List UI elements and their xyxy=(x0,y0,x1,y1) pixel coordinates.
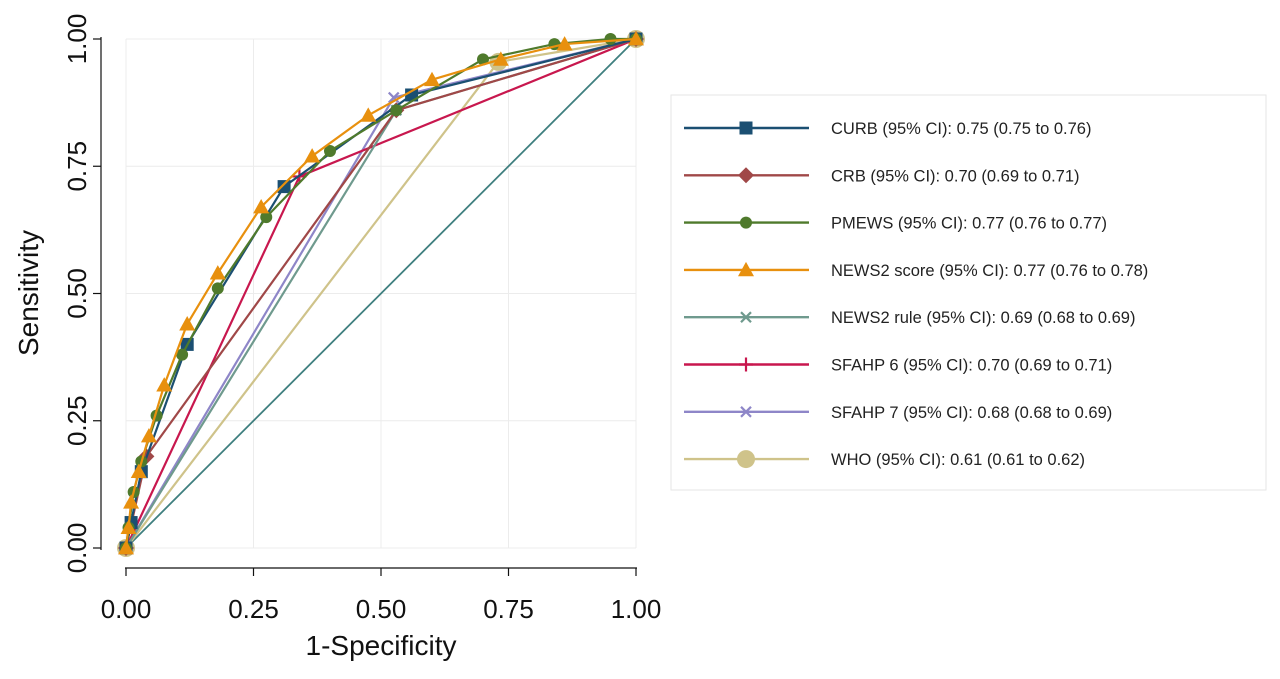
legend-label: SFAHP 7 (95% CI): 0.68 (0.68 to 0.69) xyxy=(831,404,1112,422)
data-point xyxy=(739,357,753,372)
x-axis-title: 1-Specificity xyxy=(306,630,457,661)
data-point xyxy=(277,180,291,194)
data-point xyxy=(477,53,489,66)
axes xyxy=(93,37,637,576)
legend-label: NEWS2 score (95% CI): 0.77 (0.76 to 0.78… xyxy=(831,262,1148,280)
data-point xyxy=(260,211,273,224)
data-point xyxy=(304,148,321,163)
legend-item: NEWS2 score (95% CI): 0.77 (0.76 to 0.78… xyxy=(684,261,1148,280)
data-point xyxy=(738,261,754,277)
data-point xyxy=(387,91,400,104)
data-point xyxy=(604,33,617,45)
legend-item: SFAHP 6 (95% CI): 0.70 (0.69 to 0.71) xyxy=(684,357,1112,375)
data-point xyxy=(118,540,134,555)
legend: CURB (95% CI): 0.75 (0.75 to 0.76) CRB (9… xyxy=(670,94,1267,491)
data-point xyxy=(253,198,270,214)
data-point xyxy=(130,463,147,479)
legend-box xyxy=(670,94,1267,491)
legend-label: PMEWS (95% CI): 0.77 (0.76 to 0.77) xyxy=(831,215,1107,233)
data-point xyxy=(740,406,752,418)
tick-labels: 0.00 0.00 0.25 0.25 0.50 0.50 0.75 0.75 1.00 1.00 xyxy=(62,14,661,624)
y-tick-label: 0.75 xyxy=(62,141,92,192)
data-point xyxy=(556,36,573,51)
legend-label: CURB (95% CI): 0.75 (0.75 to 0.76) xyxy=(831,120,1091,138)
data-point xyxy=(628,31,644,46)
data-point xyxy=(390,104,403,117)
data-point xyxy=(424,71,440,87)
data-point xyxy=(492,51,509,66)
y-tick-label: 0.25 xyxy=(62,395,92,446)
legend-item: WHO (95% CI): 0.61 (0.61 to 0.62) xyxy=(684,450,1085,469)
legend-label: WHO (95% CI): 0.61 (0.61 to 0.62) xyxy=(831,451,1085,469)
legend-item: NEWS2 rule (95% CI): 0.69 (0.68 to 0.69) xyxy=(684,309,1135,327)
data-point xyxy=(209,265,226,280)
reference-diagonal-line xyxy=(125,38,637,549)
x-tick-label: 0.25 xyxy=(228,594,279,624)
data-point xyxy=(140,428,157,443)
data-point xyxy=(179,316,196,331)
y-axis-title: Sensitivity xyxy=(13,230,44,356)
y-tick-label: 0.50 xyxy=(62,268,92,319)
y-tick-label: 1.00 xyxy=(62,14,92,65)
data-point xyxy=(156,377,173,392)
data-point xyxy=(740,311,752,323)
data-point xyxy=(737,450,755,469)
data-point xyxy=(123,494,140,509)
data-point xyxy=(176,348,189,361)
series-group xyxy=(117,30,645,557)
x-tick-label: 0.00 xyxy=(101,594,152,624)
reference-line xyxy=(125,38,637,549)
data-point xyxy=(738,167,754,184)
legend-label: NEWS2 rule (95% CI): 0.69 (0.68 to 0.69) xyxy=(831,309,1135,327)
series-3 xyxy=(118,31,644,555)
x-tick-label: 0.75 xyxy=(483,594,534,624)
data-point xyxy=(739,121,753,135)
data-point xyxy=(740,216,752,229)
y-tick-label: 0.00 xyxy=(62,523,92,574)
data-point xyxy=(120,519,137,535)
x-tick-label: 1.00 xyxy=(611,594,662,624)
legend-item: CURB (95% CI): 0.75 (0.75 to 0.76) xyxy=(684,120,1091,138)
data-point xyxy=(324,144,336,157)
legend-item: PMEWS (95% CI): 0.77 (0.76 to 0.77) xyxy=(684,215,1107,233)
data-point xyxy=(360,107,377,122)
data-point xyxy=(211,282,224,295)
legend-item: CRB (95% CI): 0.70 (0.69 to 0.71) xyxy=(684,167,1080,185)
legend-item: SFAHP 7 (95% CI): 0.68 (0.68 to 0.69) xyxy=(684,404,1112,422)
legend-label: CRB (95% CI): 0.70 (0.69 to 0.71) xyxy=(831,167,1080,185)
x-tick-label: 0.50 xyxy=(356,594,407,624)
legend-label: SFAHP 6 (95% CI): 0.70 (0.69 to 0.71) xyxy=(831,357,1112,375)
